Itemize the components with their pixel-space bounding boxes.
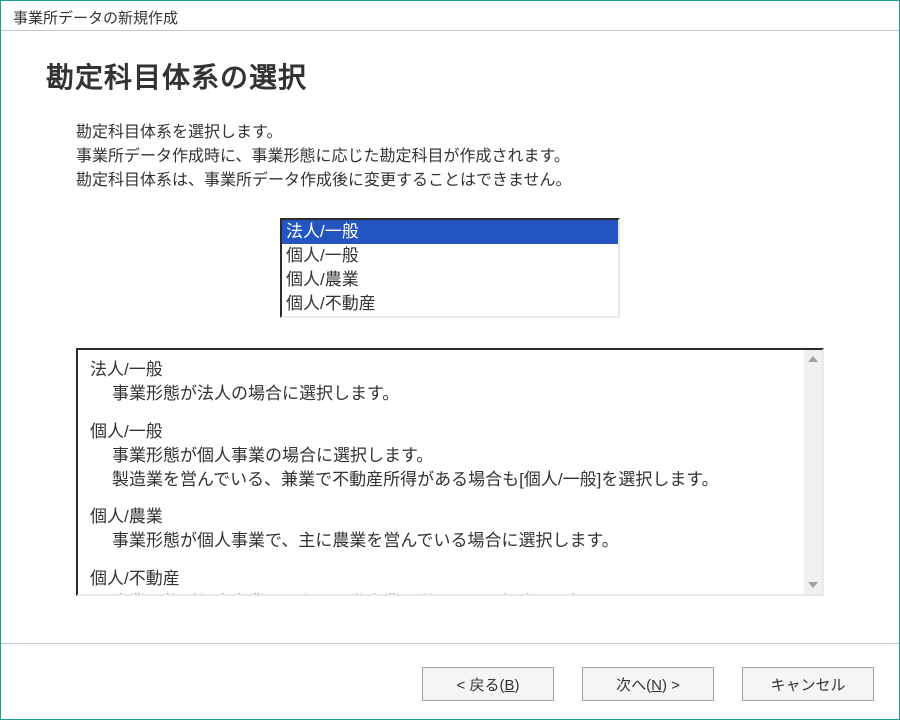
info-block: 法人/一般事業形態が法人の場合に選択します。 <box>90 358 810 406</box>
info-desc-line: 製造業を営んでいる、兼業で不動産所得がある場合も[個人/一般]を選択します。 <box>112 468 810 492</box>
listbox-item[interactable]: 個人/農業 <box>282 268 618 292</box>
page-heading: 勘定科目体系の選択 <box>46 56 854 96</box>
listbox-item[interactable]: 個人/不動産 <box>282 292 618 316</box>
window-title: 事業所データの新規作成 <box>13 10 178 27</box>
cancel-button-label: キャンセル <box>770 674 845 695</box>
info-desc-line: 事業形態が法人の場合に選択します。 <box>112 382 810 406</box>
description-line: 勘定科目体系を選択します。 <box>76 121 854 145</box>
description-line: 事業所データ作成時に、事業形態に応じた勘定科目が作成されます。 <box>76 145 854 169</box>
info-title: 法人/一般 <box>90 358 810 382</box>
dialog-window: 事業所データの新規作成 勘定科目体系の選択 勘定科目体系を選択します。 事業所デ… <box>0 0 900 720</box>
content-area: 勘定科目体系の選択 勘定科目体系を選択します。 事業所データ作成時に、事業形態に… <box>1 31 899 596</box>
listbox-item[interactable]: 法人/一般 <box>282 220 618 244</box>
description-block: 勘定科目体系を選択します。 事業所データ作成時に、事業形態に応じた勘定科目が作成… <box>76 121 854 193</box>
info-block: 個人/一般事業形態が個人事業の場合に選択します。製造業を営んでいる、兼業で不動産… <box>90 420 810 491</box>
info-desc-line: 事業形態が個人事業で、主に不動産業を営んでいる場合に選択します。 <box>112 591 810 597</box>
listbox-wrapper: 法人/一般個人/一般個人/農業個人/不動産 <box>46 218 854 318</box>
account-system-listbox[interactable]: 法人/一般個人/一般個人/農業個人/不動産 <box>280 218 620 318</box>
scrollbar[interactable] <box>804 350 822 594</box>
info-title: 個人/農業 <box>90 505 810 529</box>
info-content: 法人/一般事業形態が法人の場合に選択します。個人/一般事業形態が個人事業の場合に… <box>78 350 822 596</box>
next-button[interactable]: 次へ(N) > <box>582 667 714 701</box>
info-block: 個人/不動産事業形態が個人事業で、主に不動産業を営んでいる場合に選択します。 <box>90 567 810 596</box>
button-row: < 戻る(B) 次へ(N) > キャンセル <box>422 667 874 701</box>
info-desc-line: 事業形態が個人事業の場合に選択します。 <box>112 444 810 468</box>
back-button[interactable]: < 戻る(B) <box>422 667 554 701</box>
next-button-label: 次へ(N) > <box>616 674 680 695</box>
back-button-label: < 戻る(B) <box>457 674 520 695</box>
titlebar: 事業所データの新規作成 <box>1 1 899 31</box>
scroll-down-icon[interactable] <box>804 576 822 594</box>
info-title: 個人/一般 <box>90 420 810 444</box>
info-desc-line: 事業形態が個人事業で、主に農業を営んでいる場合に選択します。 <box>112 529 810 553</box>
description-line: 勘定科目体系は、事業所データ作成後に変更することはできません。 <box>76 169 854 193</box>
cancel-button[interactable]: キャンセル <box>742 667 874 701</box>
divider <box>1 643 899 644</box>
info-block: 個人/農業事業形態が個人事業で、主に農業を営んでいる場合に選択します。 <box>90 505 810 553</box>
listbox-item[interactable]: 個人/一般 <box>282 244 618 268</box>
scroll-up-icon[interactable] <box>804 350 822 368</box>
info-panel: 法人/一般事業形態が法人の場合に選択します。個人/一般事業形態が個人事業の場合に… <box>76 348 824 596</box>
info-title: 個人/不動産 <box>90 567 810 591</box>
